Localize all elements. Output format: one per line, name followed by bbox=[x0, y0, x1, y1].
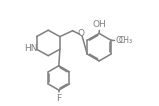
Text: O: O bbox=[115, 36, 122, 45]
Text: OH: OH bbox=[93, 20, 107, 29]
Text: CH₃: CH₃ bbox=[119, 36, 133, 45]
Text: HN: HN bbox=[24, 44, 38, 53]
Text: O: O bbox=[77, 29, 84, 38]
Text: F: F bbox=[56, 94, 61, 103]
